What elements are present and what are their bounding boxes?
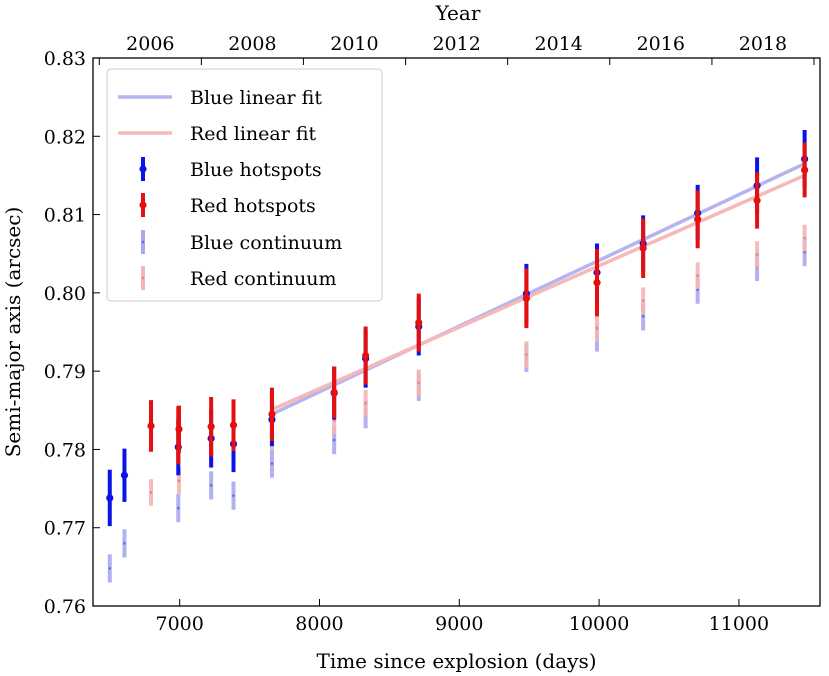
red-hotspots-point [639, 244, 647, 252]
y-tick-label: 0.81 [44, 205, 86, 227]
legend-blue-continuum-label: Blue continuum [190, 232, 342, 254]
legend-red-continuum-marker [141, 276, 145, 280]
x-tick-label: 11000 [709, 613, 769, 635]
y-tick-label: 0.78 [44, 439, 86, 461]
legend-blue-hotspots-marker [139, 165, 147, 173]
blue-continuum-point [641, 315, 645, 318]
top-tick-label: 2018 [739, 33, 787, 55]
red-continuum-point [696, 274, 699, 277]
blue-continuum-point [332, 438, 336, 442]
top-tick-label: 2012 [432, 33, 480, 55]
blue-continuum-point [123, 542, 126, 545]
linear-fit-layer [271, 162, 806, 416]
red-hotspots-point [694, 215, 702, 223]
legend-red-linear-fit-label: Red linear fit [190, 123, 317, 145]
blue-continuum-point [108, 567, 112, 570]
y-axis-label: Semi-major axis (arcsec) [1, 207, 25, 458]
red-hotspots-point [175, 425, 183, 433]
top-tick-label: 2010 [330, 33, 378, 55]
y-tick-label: 0.76 [44, 596, 86, 618]
legend-box [106, 68, 383, 302]
y-tick-label: 0.80 [44, 283, 86, 305]
x-tick-label: 9000 [435, 613, 483, 635]
red-continuum-point [525, 353, 528, 357]
red-continuum-point [364, 401, 367, 405]
legend-red-hotspots-label: Red hotspots [190, 195, 316, 217]
legend-blue-hotspots-label: Blue hotspots [190, 159, 322, 181]
red-hotspots-point [522, 294, 531, 302]
red-hotspots-point [147, 422, 155, 430]
red-continuum-point [332, 419, 336, 422]
x-axis-label: Time since explosion (days) [316, 649, 596, 673]
x-tick-label: 10000 [569, 613, 629, 635]
axis-ticks: 7000 8000 9000 10000 11000 0.76 0.77 0.78 0.79 0.… [44, 33, 815, 635]
x-tick-label: 7000 [156, 613, 204, 635]
top-tick-label: 2008 [228, 33, 276, 55]
blue-continuum-point [209, 484, 213, 487]
blue-continuum-point [696, 288, 699, 292]
legend-blue-linear-fit-label: Blue linear fit [190, 87, 322, 109]
y-tick-label: 0.83 [44, 48, 86, 70]
top-axis-label: Year [435, 1, 481, 25]
red-hotspots-point [229, 421, 238, 429]
top-tick-label: 2014 [535, 33, 583, 55]
red-hotspots-point [362, 351, 370, 360]
red-hotspots-point [207, 423, 215, 431]
y-tick-label: 0.82 [44, 126, 86, 148]
blue-continuum-point [803, 250, 806, 254]
red-linear-fit-line [271, 173, 806, 412]
red-continuum-point [177, 479, 181, 483]
legend: Blue linear fit Red linear fit Blue hotspo… [106, 68, 383, 302]
x-tick-label: 8000 [295, 613, 343, 635]
red-continuum-point [755, 253, 759, 256]
red-hotspots-point [330, 388, 338, 396]
red-hotspots-point [801, 166, 809, 174]
blue-continuum-point [270, 462, 274, 465]
y-tick-label: 0.79 [44, 361, 86, 383]
blue-hotspots-point [106, 494, 114, 502]
legend-red-hotspots-marker [139, 201, 147, 209]
top-tick-label: 2016 [637, 33, 685, 55]
red-hotspots-point [753, 196, 761, 205]
blue-linear-fit-line [271, 162, 806, 416]
red-hotspots-point [268, 410, 276, 418]
legend-blue-continuum-marker [141, 240, 145, 244]
red-hotspots-point [415, 319, 423, 327]
red-continuum-point [417, 381, 421, 385]
red-continuum-point [641, 299, 645, 302]
blue-continuum-point [232, 494, 235, 497]
top-tick-label: 2006 [126, 33, 174, 55]
blue-continuum-point [176, 506, 180, 510]
y-tick-label: 0.77 [44, 518, 86, 540]
red-continuum-point [595, 326, 599, 330]
red-hotspots-point [593, 279, 601, 287]
red-continuum-point [803, 236, 806, 240]
red-continuum-point [149, 491, 153, 494]
legend-red-continuum-label: Red continuum [190, 268, 337, 290]
hotspot-layer [106, 130, 809, 527]
plot-frame [92, 57, 821, 607]
blue-hotspots-point [120, 471, 129, 479]
